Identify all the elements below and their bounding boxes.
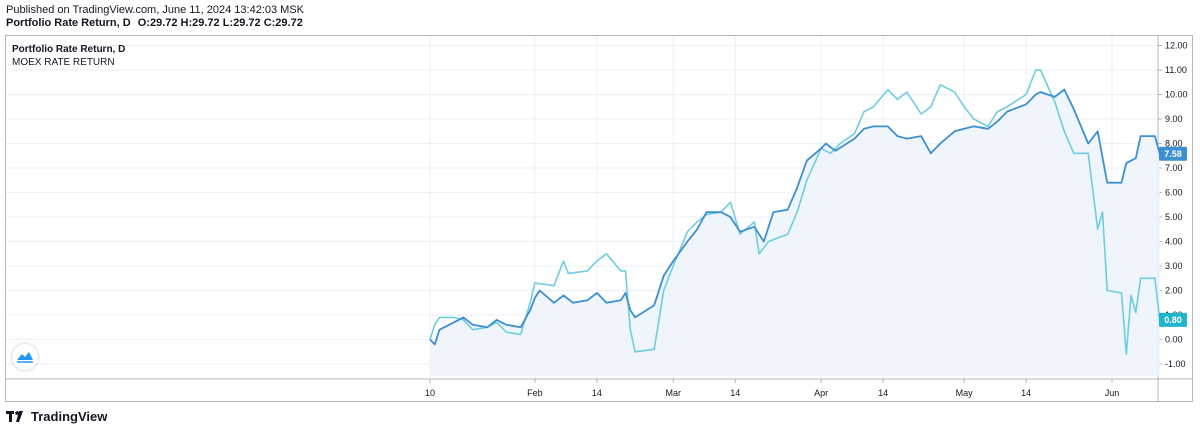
x-tick-label: Jun — [1105, 388, 1120, 398]
y-tick-label: 8.00 — [1165, 139, 1183, 149]
x-tick-label: Mar — [665, 388, 681, 398]
symbol-title: Portfolio Rate Return, D — [6, 17, 131, 29]
y-tick-label: 5.00 — [1165, 212, 1183, 222]
published-caption: Published on TradingView.com, June 11, 2… — [6, 4, 305, 16]
portfolio-area-fill — [430, 89, 1160, 377]
ohlc-values: O:29.72 H:29.72 L:29.72 C:29.72 — [137, 17, 303, 29]
moex-series-last-price-label: 0.80 — [1159, 312, 1187, 327]
legend-compare-series: MOEX RATE RETURN — [12, 57, 115, 68]
tradingview-logo-icon — [6, 410, 23, 422]
y-tick-label: 9.00 — [1165, 114, 1183, 124]
chart-frame — [5, 35, 1193, 402]
y-tick-label: -1.00 — [1165, 359, 1186, 369]
x-tick-label: 14 — [592, 388, 602, 398]
y-tick-label: 4.00 — [1165, 237, 1183, 247]
price-label-text: 7.58 — [1164, 149, 1182, 159]
x-tick-label: 10 — [425, 388, 435, 398]
tradingview-badge-icon[interactable] — [12, 344, 38, 370]
price-label-bg — [1159, 146, 1187, 161]
legend-main-series: Portfolio Rate Return, D — [12, 44, 126, 55]
symbol-ohlc-line: Portfolio Rate Return, D O:29.72 H:29.72… — [6, 17, 303, 29]
portfolio-series-last-price-label: 7.58 — [1159, 146, 1187, 161]
x-tick-label: Feb — [527, 388, 543, 398]
x-tick-label: May — [956, 388, 974, 398]
x-tick-label: 14 — [730, 388, 740, 398]
footer-brand: TradingView — [6, 409, 107, 424]
chart-legend: Portfolio Rate Return, D MOEX RATE RETUR… — [12, 43, 125, 69]
x-tick-label: 14 — [878, 388, 888, 398]
series-group — [429, 69, 1161, 377]
y-tick-label: 7.00 — [1165, 163, 1183, 173]
footer-brand-label: TradingView — [31, 409, 108, 424]
x-tick-label: Apr — [814, 388, 828, 398]
moex-series-line[interactable] — [429, 69, 1161, 355]
y-tick-label: 10.00 — [1165, 90, 1188, 100]
y-tick-label: 6.00 — [1165, 188, 1183, 198]
y-tick-label: 0.00 — [1165, 335, 1183, 345]
x-axis: 10 Feb 14 Mar 14 Apr 14 May 14 Jun — [425, 379, 1119, 398]
y-tick-label: 2.00 — [1165, 286, 1183, 296]
price-label-bg — [1159, 312, 1187, 327]
x-tick-label: 14 — [1021, 388, 1031, 398]
portfolio-series-line[interactable] — [429, 88, 1161, 346]
y-tick-label: 3.00 — [1165, 261, 1183, 271]
price-label-text: 0.80 — [1164, 315, 1182, 325]
y-tick-label: 11.00 — [1165, 65, 1187, 75]
y-tick-label: 12.00 — [1165, 41, 1188, 51]
